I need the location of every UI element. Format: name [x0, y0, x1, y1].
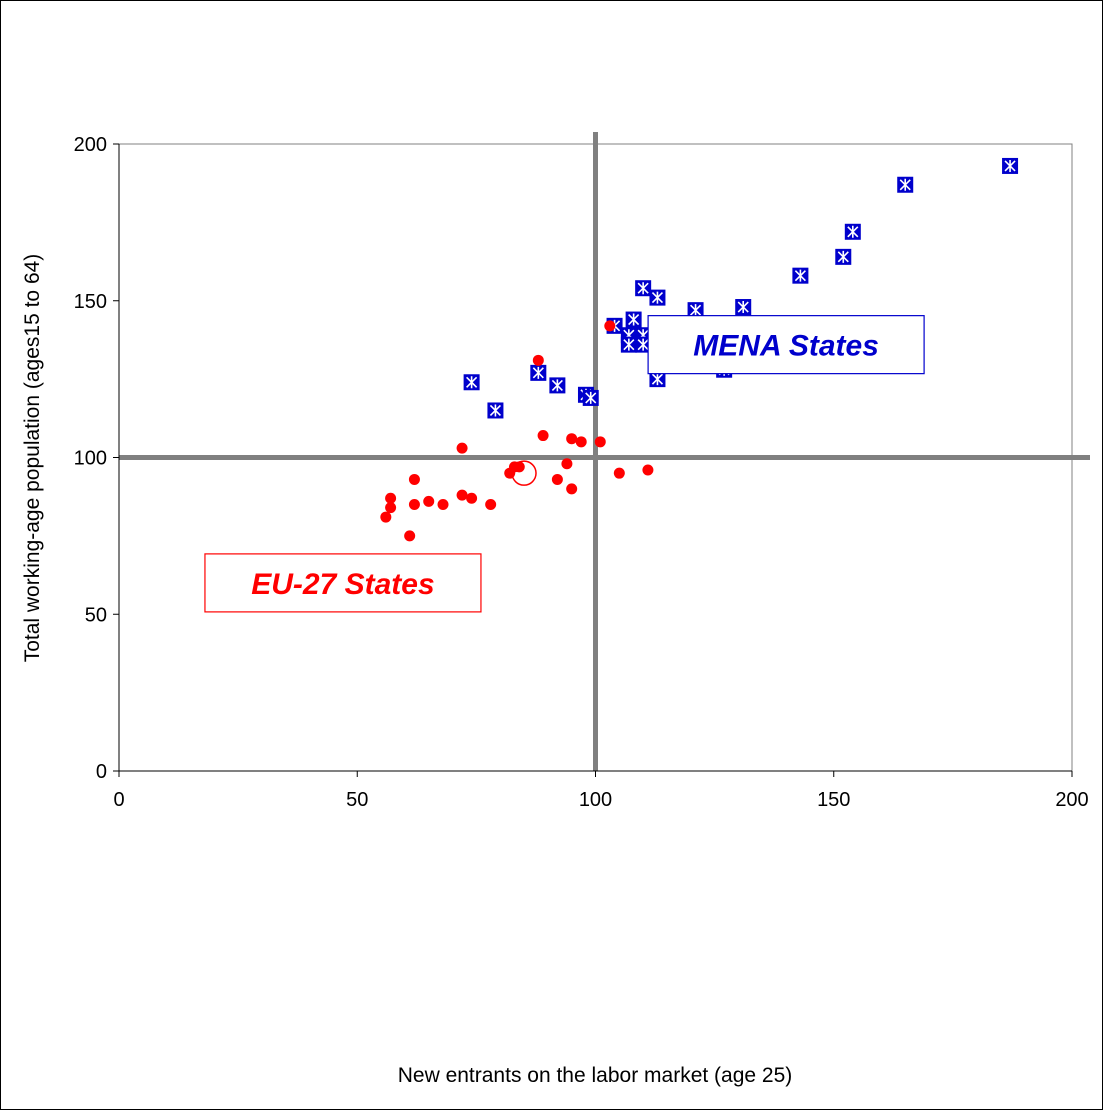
mena-point [620, 336, 637, 353]
mena-point-asterisk [637, 282, 649, 295]
eu-label-box: EU-27 States [204, 553, 482, 613]
y-tick-label: 150 [74, 291, 107, 313]
data-points [380, 157, 1019, 542]
axes: 0 50 100 150 200 0 50 100 150 200 [74, 134, 1089, 811]
mena-point [687, 302, 704, 319]
x-tick-label: 150 [817, 789, 850, 811]
eu-point [437, 499, 449, 511]
eu-point [385, 502, 397, 514]
mena-point-asterisk [1004, 159, 1016, 172]
eu-point [575, 436, 587, 448]
eu-label-border [204, 553, 482, 613]
mena-point-asterisk [585, 391, 597, 404]
mena-point [582, 389, 599, 406]
mena-point [897, 176, 914, 193]
eu-point [537, 430, 549, 442]
mena-point [530, 364, 547, 381]
x-axis-title: New entrants on the labor market (age 25… [398, 1064, 793, 1087]
eu-point [456, 442, 468, 454]
mena-point-asterisk [623, 338, 635, 351]
mena-point [1002, 157, 1019, 174]
mena-label-box: MENA States [647, 315, 925, 375]
eu-point [404, 530, 416, 542]
mena-point [635, 280, 652, 297]
eu-point [604, 320, 616, 332]
eu-point [532, 354, 544, 366]
mena-point [463, 374, 480, 391]
mena-point [835, 248, 852, 265]
mena-label: MENA States [693, 330, 879, 363]
y-tick-label: 50 [85, 604, 107, 626]
mena-point [549, 377, 566, 394]
mena-point-asterisk [489, 404, 502, 417]
eu-point [594, 436, 606, 448]
mena-point [635, 336, 652, 353]
reference-lines [119, 132, 1090, 771]
mena-point-asterisk [899, 178, 911, 191]
mena-point-asterisk [837, 250, 849, 263]
eu-point [561, 458, 573, 470]
eu-point [613, 467, 625, 479]
eu-average-point [511, 460, 537, 486]
mena-point [649, 371, 666, 388]
eu-point [642, 464, 654, 476]
mena-point-asterisk [737, 301, 749, 314]
annotations: MENA States EU-27 States [204, 315, 925, 613]
mena-point-asterisk [551, 379, 563, 392]
mena-point [735, 299, 752, 316]
y-axis-title: Total working-age population (ages15 to … [21, 254, 44, 663]
mena-label-border [647, 315, 925, 375]
eu-point [566, 483, 578, 495]
x-tick-label: 0 [113, 789, 124, 811]
mena-point-asterisk [651, 373, 664, 386]
mena-point-asterisk [466, 376, 478, 389]
eu-point [408, 499, 420, 511]
y-tick-label: 0 [96, 761, 107, 783]
x-tick-label: 200 [1055, 789, 1088, 811]
mena-point [625, 311, 642, 328]
eu-point [385, 492, 397, 504]
mena-point [649, 289, 666, 306]
y-tick-label: 200 [74, 134, 107, 156]
eu-point [466, 492, 478, 504]
mena-point [844, 223, 861, 240]
y-tick-label: 100 [74, 448, 107, 470]
eu-point [423, 495, 435, 507]
x-tick-label: 100 [579, 789, 612, 811]
eu-point [485, 499, 497, 511]
x-tick-label: 50 [346, 789, 368, 811]
eu-point [380, 511, 392, 523]
mena-point-asterisk [794, 269, 806, 282]
eu-point [566, 433, 578, 445]
mena-point-asterisk [628, 313, 640, 326]
mena-point [792, 267, 809, 284]
mena-point-asterisk [637, 338, 649, 351]
mena-point-asterisk [651, 291, 664, 304]
eu-point [408, 473, 420, 485]
mena-point-asterisk [532, 366, 544, 379]
eu-label: EU-27 States [251, 568, 434, 601]
eu-point [551, 473, 563, 485]
mena-point-asterisk [689, 304, 702, 317]
eu-point [504, 467, 516, 479]
mena-point [487, 402, 504, 419]
mena-point-asterisk [847, 225, 859, 238]
eu-point [456, 489, 468, 501]
